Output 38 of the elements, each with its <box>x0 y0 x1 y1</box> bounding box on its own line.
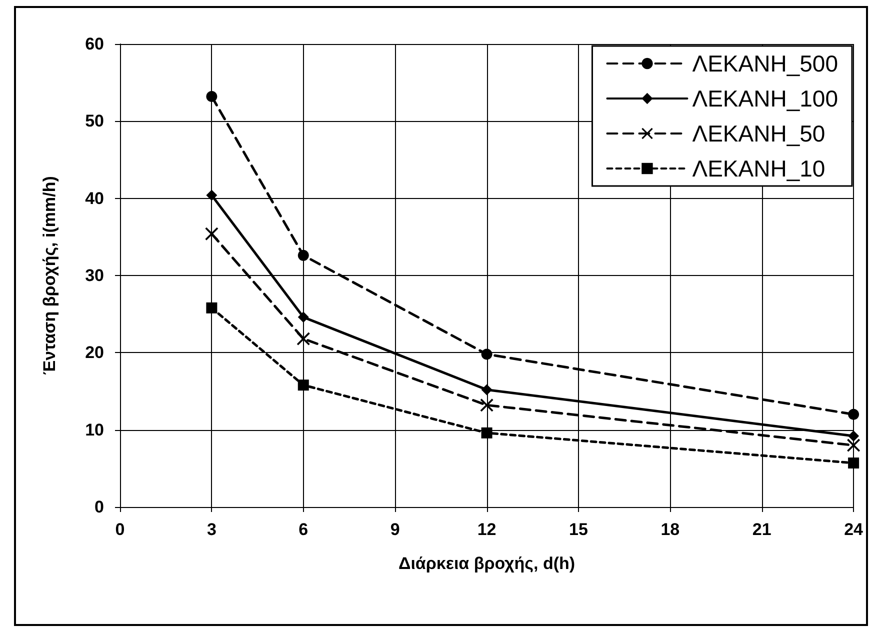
point <box>298 250 309 261</box>
x-tick-label: 9 <box>390 520 400 539</box>
point <box>848 430 860 442</box>
y-tick-label: 60 <box>85 34 104 54</box>
x-axis-title: Διάρκεια βροχής, d(h) <box>398 554 576 573</box>
x-tick-label: 3 <box>206 520 216 539</box>
y-tick-label: 0 <box>94 498 104 516</box>
x-tick-label: 6 <box>298 520 308 539</box>
legend-label: ΛΕΚΑΝΗ_100 <box>692 86 838 112</box>
x-tick-label: 12 <box>477 520 496 539</box>
point <box>296 332 310 346</box>
y-tick-label: 30 <box>85 266 104 285</box>
y-tick-label: 40 <box>85 188 104 208</box>
x-tick-label: 18 <box>660 520 680 539</box>
point <box>298 380 309 391</box>
point <box>205 227 218 240</box>
x-tick-label: 0 <box>115 520 125 539</box>
point <box>848 458 860 469</box>
y-tick-label: 10 <box>85 420 104 440</box>
point <box>206 90 218 102</box>
point <box>848 408 860 420</box>
y-tick-label: 20 <box>85 343 104 362</box>
point <box>480 398 494 412</box>
point <box>206 302 218 314</box>
x-tick-label: 24 <box>844 520 864 539</box>
point <box>847 438 860 452</box>
point <box>481 348 492 360</box>
x-tick-label: 21 <box>752 520 772 539</box>
point <box>481 427 492 438</box>
y-tick-label: 50 <box>85 112 104 131</box>
legend-label: ΛΕΚΑΝΗ_500 <box>692 50 838 76</box>
legend-label: ΛΕΚΑΝΗ_50 <box>692 120 826 146</box>
point <box>206 190 218 201</box>
x-tick-label: 15 <box>569 520 588 539</box>
y-axis-title: Ένταση βροχής, i(mm/h) <box>40 176 59 375</box>
legend-label: ΛΕΚΑΝΗ_10 <box>692 156 826 182</box>
point <box>481 384 492 396</box>
point <box>298 312 309 323</box>
